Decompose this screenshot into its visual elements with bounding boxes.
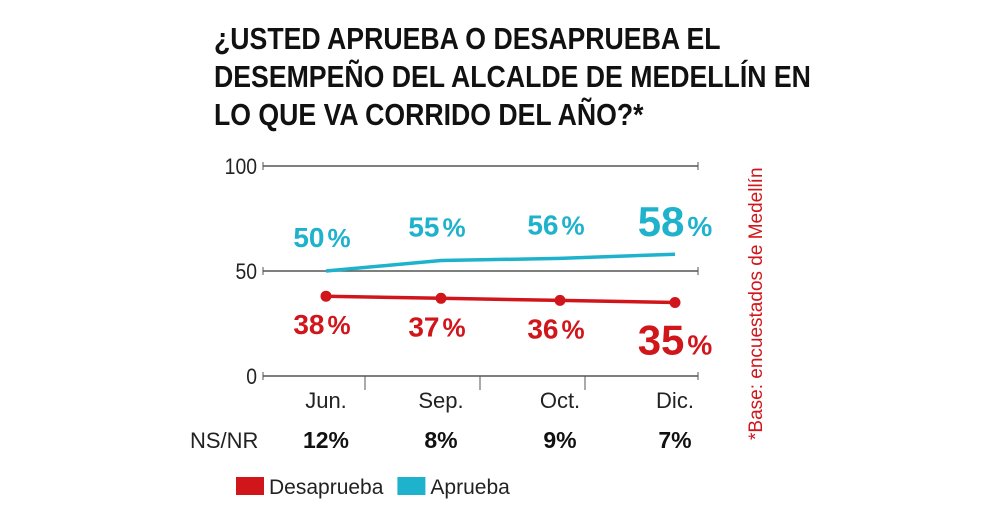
legend-label: Aprueba: [430, 476, 510, 499]
data-point: [554, 294, 566, 306]
data-label: 55%: [408, 212, 465, 243]
nsnr-value: 9%: [543, 427, 576, 453]
legend-label: Desaprueba: [269, 476, 384, 499]
y-tick-label: 50: [235, 260, 257, 284]
legend-swatch: [397, 477, 426, 495]
series-line-desaprueba: [325, 294, 676, 305]
percent-sign: %: [562, 314, 585, 344]
data-label-value: 37: [408, 311, 439, 342]
nsnr-value: 7%: [658, 427, 691, 453]
data-label: 36%: [527, 313, 584, 344]
x-tick-label: Sep.: [418, 388, 463, 413]
data-label: 38%: [293, 309, 350, 340]
data-point: [435, 292, 447, 304]
data-label-value: 58: [638, 198, 685, 245]
title-line: LO QUE VA CORRIDO DEL AÑO?*: [214, 97, 644, 132]
x-tick-label: Dic.: [656, 388, 694, 413]
series-line-aprueba: [325, 252, 676, 273]
data-label: 50%: [293, 222, 350, 253]
percent-sign: %: [687, 330, 712, 361]
data-label: 58%: [638, 198, 713, 245]
percent-sign: %: [687, 211, 712, 242]
data-label: 56%: [527, 209, 584, 240]
base-note: *Base: encuestados de Medellín: [746, 167, 767, 440]
percent-sign: %: [443, 213, 466, 243]
data-label-value: 55: [408, 212, 439, 243]
data-point: [320, 290, 332, 302]
nsnr-label: NS/NR: [190, 428, 258, 453]
percent-sign: %: [443, 312, 466, 342]
x-tick-label: Oct.: [540, 388, 580, 413]
data-label-value: 36: [527, 313, 558, 344]
percent-sign: %: [328, 223, 351, 253]
title-line: ¿USTED APRUEBA O DESAPRUEBA EL: [214, 21, 721, 56]
legend-swatch: [236, 477, 264, 495]
data-label-value: 35: [638, 317, 685, 364]
x-tick-label: Jun.: [305, 388, 347, 413]
data-label: 35%: [638, 317, 713, 364]
data-label-value: 56: [527, 209, 558, 240]
y-tick-label: 0: [246, 365, 257, 389]
percent-sign: %: [328, 310, 351, 340]
percent-sign: %: [562, 210, 585, 240]
data-label-value: 38: [293, 309, 324, 340]
data-point: [669, 297, 681, 308]
data-label: 37%: [408, 311, 465, 342]
y-tick-label: 100: [225, 155, 257, 179]
data-label-value: 50: [293, 222, 324, 253]
nsnr-value: 12%: [303, 427, 349, 453]
nsnr-value: 8%: [424, 427, 457, 453]
